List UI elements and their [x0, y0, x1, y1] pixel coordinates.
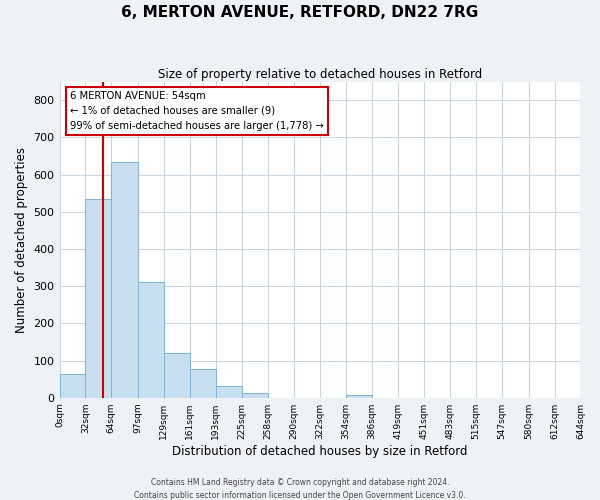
Bar — [164, 353, 190, 398]
Bar — [215, 386, 242, 398]
Text: 6 MERTON AVENUE: 54sqm
← 1% of detached houses are smaller (9)
99% of semi-detac: 6 MERTON AVENUE: 54sqm ← 1% of detached … — [70, 91, 324, 130]
Y-axis label: Number of detached properties: Number of detached properties — [15, 146, 28, 332]
Title: Size of property relative to detached houses in Retford: Size of property relative to detached ho… — [158, 68, 482, 80]
Bar — [85, 199, 112, 398]
Bar — [242, 393, 268, 398]
Bar — [59, 374, 85, 398]
Text: Contains HM Land Registry data © Crown copyright and database right 2024.
Contai: Contains HM Land Registry data © Crown c… — [134, 478, 466, 500]
Text: 6, MERTON AVENUE, RETFORD, DN22 7RG: 6, MERTON AVENUE, RETFORD, DN22 7RG — [121, 5, 479, 20]
Bar — [346, 394, 372, 398]
Bar — [112, 162, 138, 398]
Bar — [138, 282, 164, 398]
X-axis label: Distribution of detached houses by size in Retford: Distribution of detached houses by size … — [172, 444, 468, 458]
Bar — [190, 368, 215, 398]
